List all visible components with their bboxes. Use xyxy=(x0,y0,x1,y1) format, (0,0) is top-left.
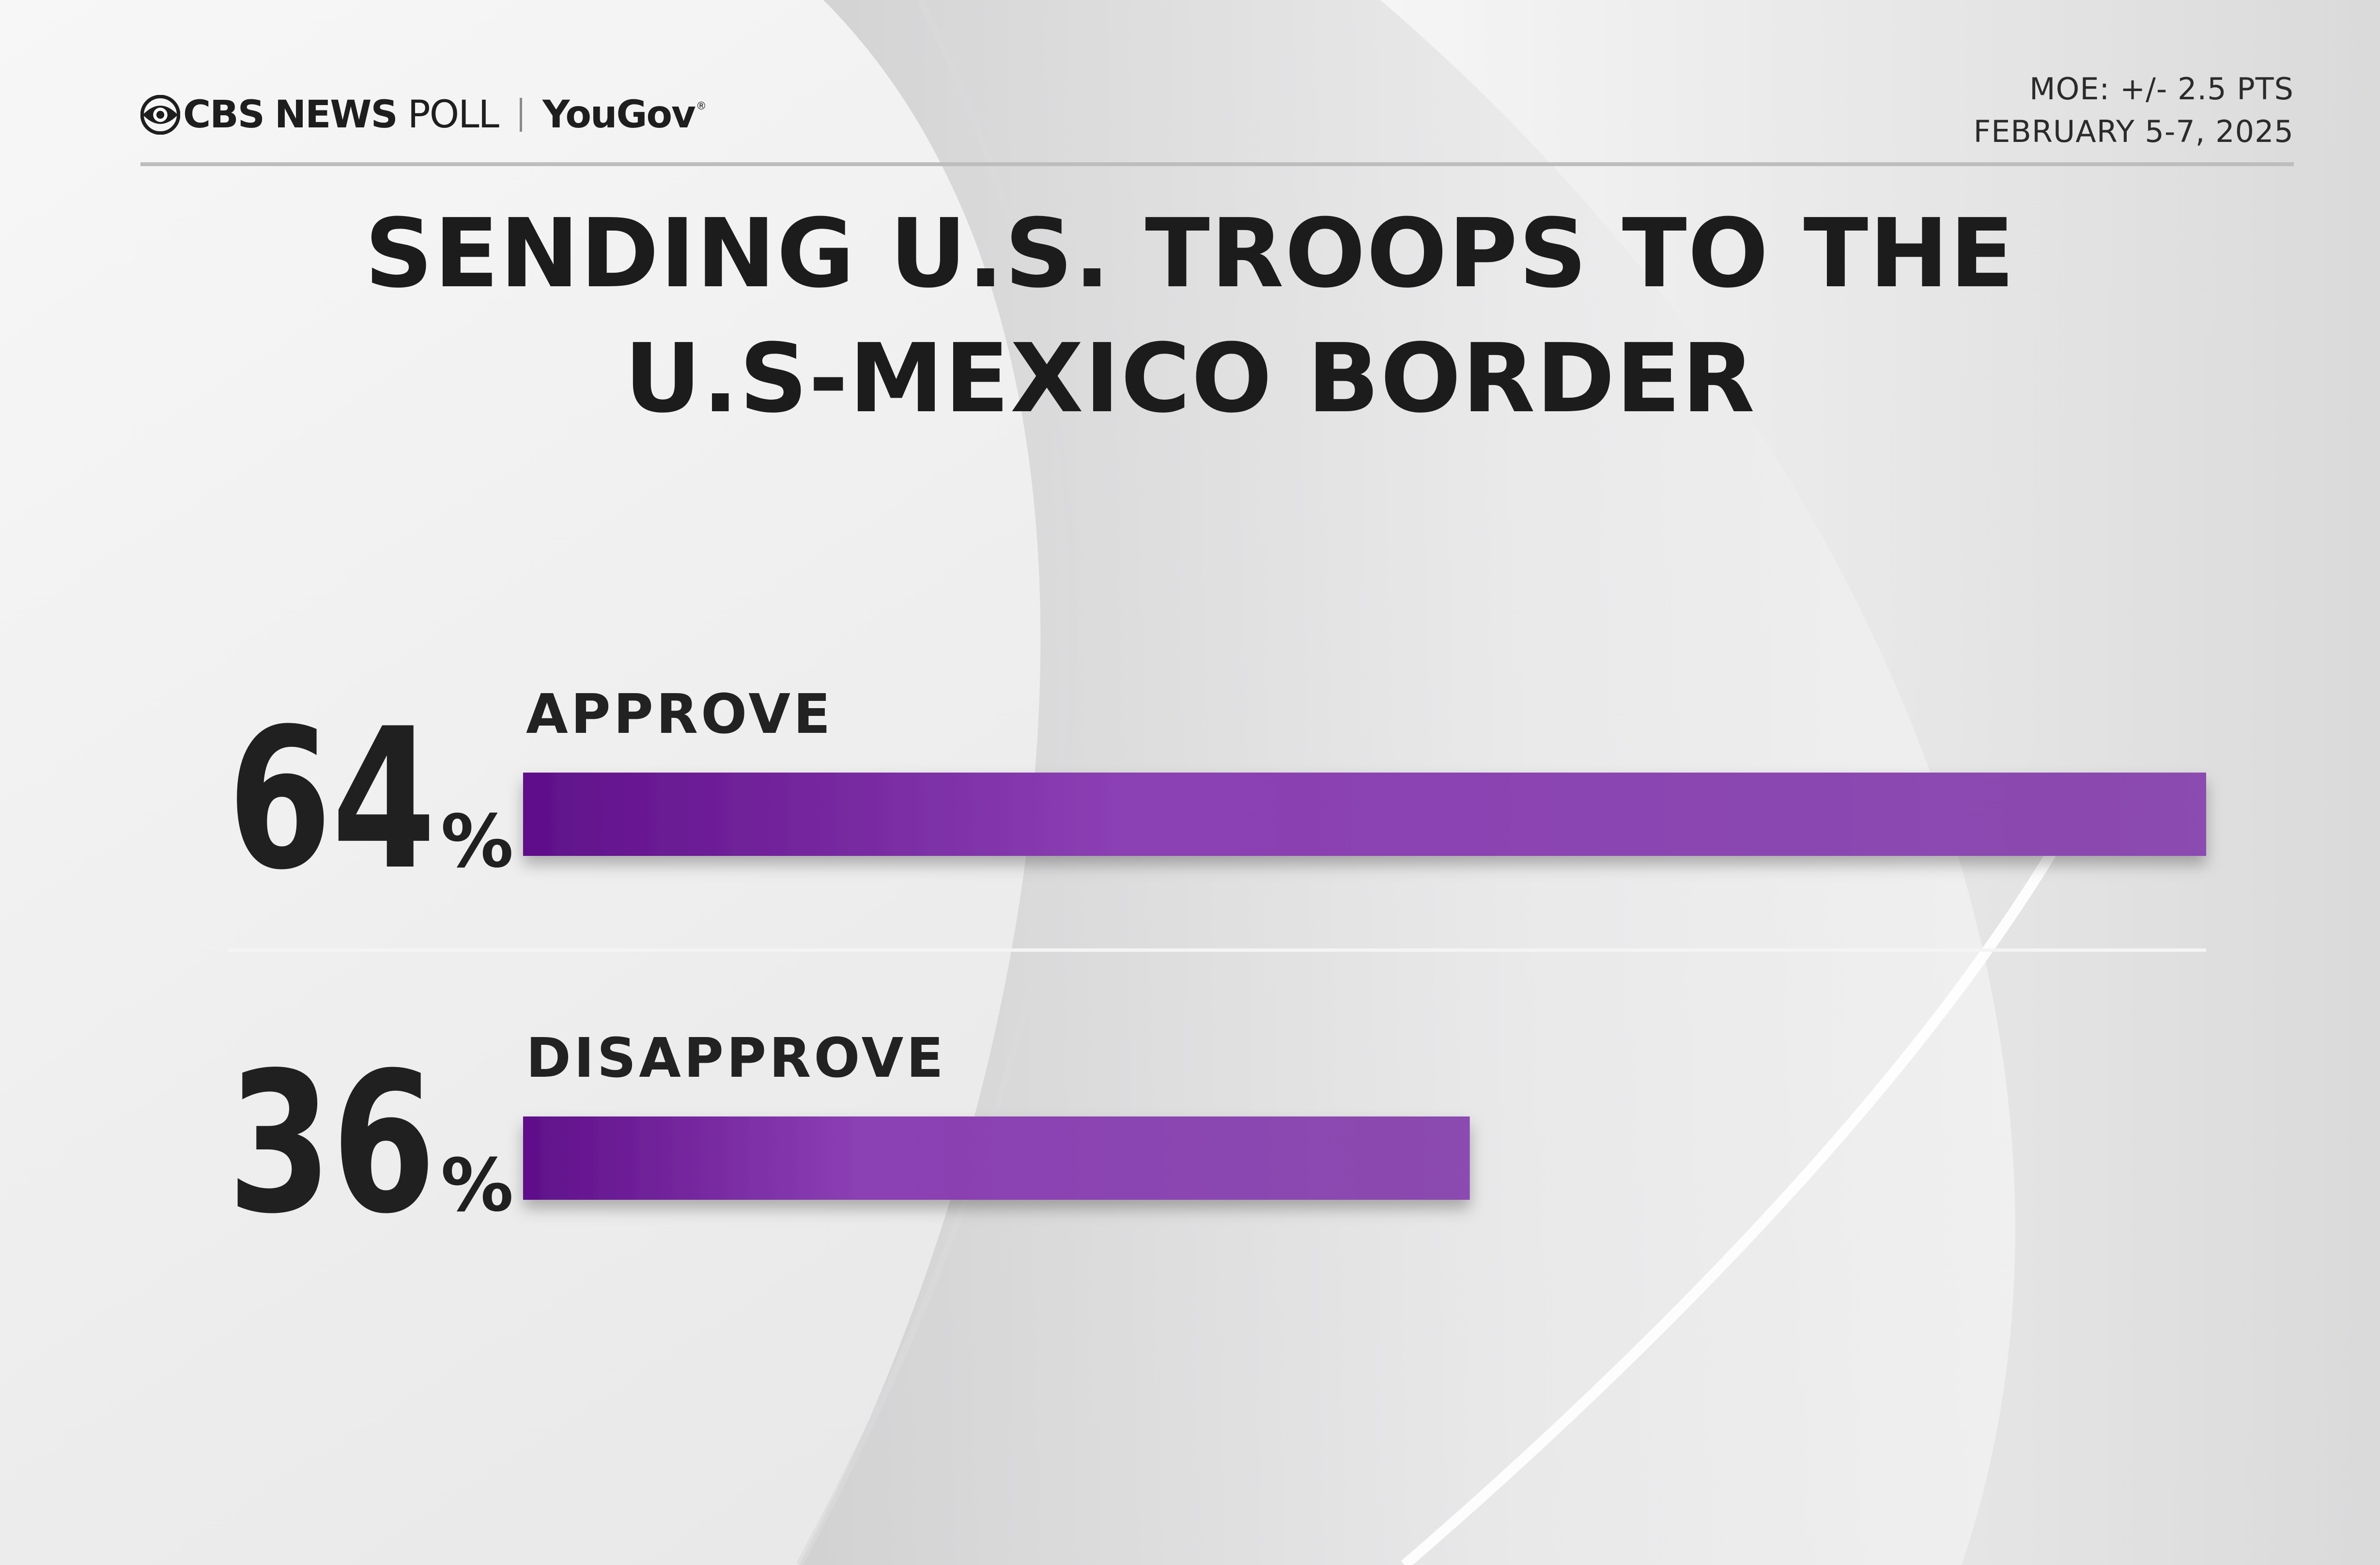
poll-date: FEBRUARY 5-7, 2025 xyxy=(1973,114,2294,149)
bar-approve xyxy=(523,773,2206,856)
brand-divider xyxy=(520,98,522,132)
brand-yougov-registered-mark: ® xyxy=(695,100,707,112)
chart-title-line-2: U.S-MEXICO BORDER xyxy=(624,324,1756,434)
bar-disapprove xyxy=(523,1116,1470,1200)
brand-news-text: NEWS xyxy=(274,93,398,137)
header-bar: CBS NEWS POLL YouGov ® MOE: +/- 2.5 PTS … xyxy=(140,68,2294,166)
chart-title: SENDING U.S. TROOPS TO THE U.S-MEXICO BO… xyxy=(221,191,2159,441)
category-label-disapprove: DISAPPROVE xyxy=(526,1027,946,1090)
category-label-approve: APPROVE xyxy=(526,683,833,746)
margin-of-error: MOE: +/- 2.5 PTS xyxy=(2029,71,2294,107)
brand-yougov-text: YouGov xyxy=(542,93,696,137)
value-label-disapprove: 36% xyxy=(228,1031,513,1256)
brand-logo: CBS NEWS POLL YouGov ® xyxy=(140,93,707,137)
chart-title-line-1: SENDING U.S. TROOPS TO THE xyxy=(364,199,2016,309)
cbs-eye-icon xyxy=(140,95,180,135)
brand-poll-text: POLL xyxy=(407,93,499,137)
row-divider xyxy=(228,948,2206,952)
value-label-approve: 64% xyxy=(228,687,513,913)
brand-cbs-text: CBS xyxy=(183,93,265,137)
poll-meta: MOE: +/- 2.5 PTS FEBRUARY 5-7, 2025 xyxy=(1974,68,2294,153)
